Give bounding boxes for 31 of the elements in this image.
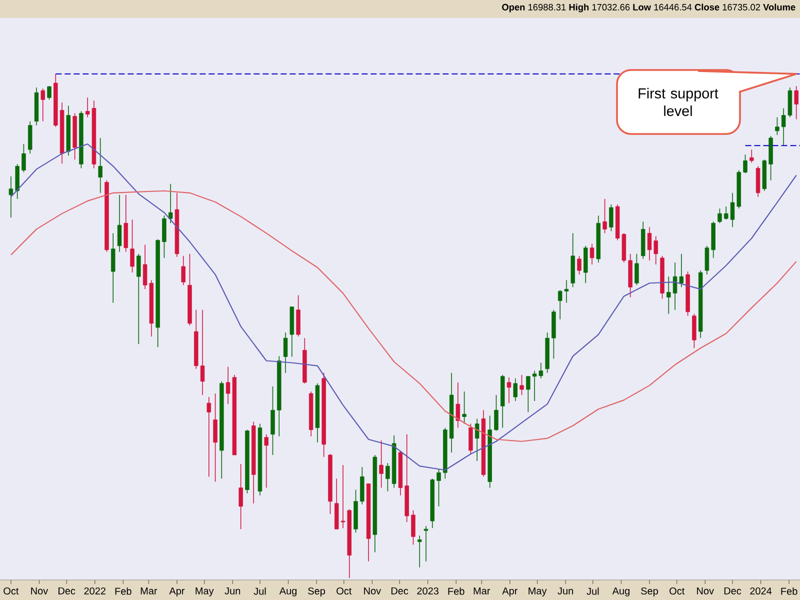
x-tick-label: Mar (140, 587, 158, 594)
x-tick-label: Jun (558, 587, 573, 594)
x-tick-label: 2024 (750, 587, 772, 595)
x-tick-label: Dec (391, 587, 408, 594)
x-tick-label: 2022 (84, 587, 106, 595)
x-tick-label: Jul (254, 587, 266, 595)
x-tick-label: Feb (448, 587, 464, 595)
x-tick-label: May (528, 587, 547, 596)
x-tick-label: Apr (169, 587, 185, 596)
x-tick-label: Mar (474, 587, 490, 594)
x-tick-label: Nov (697, 587, 714, 594)
x-tick-label: Dec (724, 587, 742, 594)
x-tick-label: Feb (115, 587, 132, 595)
x-tick-label: Sep (641, 587, 658, 597)
x-tick-label: Oct (670, 587, 685, 595)
x-tick-label: Oct (336, 587, 352, 595)
x-tick-label: Aug (612, 587, 630, 596)
x-tick-label: Jun (224, 587, 240, 594)
x-tick-label: May (196, 587, 214, 596)
x-tick-label: Oct (4, 587, 19, 595)
x-tick-label: Nov (364, 587, 382, 594)
x-tick-label: Feb (781, 587, 798, 595)
x-tick-label: Aug (279, 587, 297, 596)
x-tick-label: Jul (586, 587, 599, 595)
x-tick-label: Apr (502, 587, 518, 596)
x-tick-label: Nov (31, 587, 48, 594)
x-tick-label: Dec (58, 587, 76, 594)
text: Open 16988.31 High 17032.66 Low 16446.54 Close 16735.02 Volume (502, 4, 796, 12)
x-tick-label: Sep (308, 587, 326, 597)
annotation: First support level (638, 88, 718, 116)
x-tick-label: 2023 (417, 587, 438, 595)
